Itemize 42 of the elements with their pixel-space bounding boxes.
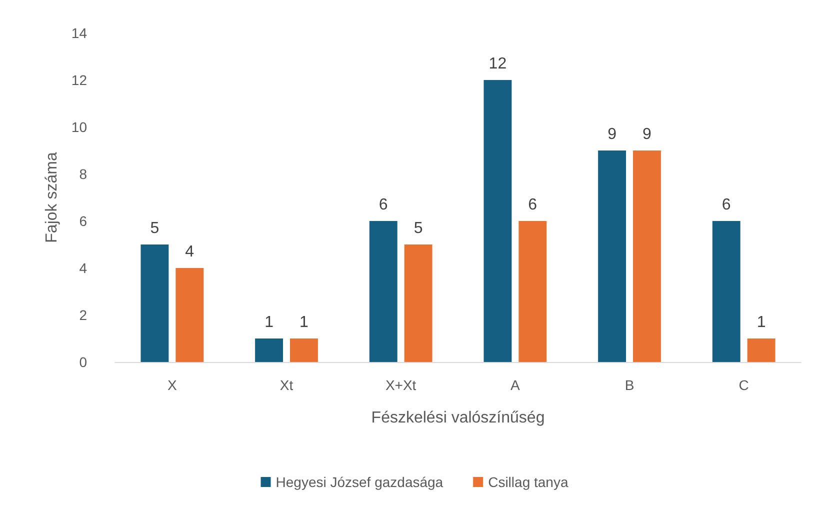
legend-label: Hegyesi József gazdasága — [276, 474, 444, 490]
bar — [404, 244, 432, 362]
y-tick-label: 2 — [79, 307, 88, 323]
data-label: 5 — [414, 220, 423, 237]
bar — [290, 338, 318, 362]
data-label: 9 — [642, 126, 652, 143]
data-label: 6 — [528, 196, 538, 214]
y-tick-label: 10 — [71, 119, 88, 135]
x-tick-label: C — [738, 377, 749, 393]
bar — [484, 80, 512, 362]
data-label: 1 — [264, 314, 274, 331]
bar — [632, 150, 661, 362]
x-tick-label: A — [510, 377, 520, 393]
x-tick-label: Xt — [280, 377, 294, 393]
x-tick-label: X+Xt — [385, 377, 416, 393]
data-label: 1 — [300, 314, 309, 331]
y-tick-label: 8 — [79, 166, 88, 182]
y-tick-label: 6 — [79, 213, 88, 229]
x-tick-label: X — [167, 377, 178, 393]
data-label: 6 — [378, 196, 388, 214]
data-label: 1 — [756, 314, 766, 331]
x-tick-label: B — [624, 377, 634, 393]
bar — [598, 150, 626, 362]
bar — [176, 268, 204, 362]
bar — [140, 244, 169, 362]
x-axis-title: Fészkelési valószínűség — [371, 410, 545, 426]
bar — [255, 338, 284, 362]
bar — [369, 221, 398, 362]
y-axis-title: Fajok száma — [44, 152, 60, 243]
y-tick-label: 4 — [79, 260, 88, 276]
data-label: 6 — [722, 196, 731, 214]
data-label: 5 — [150, 220, 160, 237]
y-tick-label: 14 — [71, 25, 88, 41]
data-label: 9 — [608, 126, 617, 143]
y-tick-label: 0 — [79, 354, 88, 370]
bar — [518, 221, 547, 362]
data-label: 12 — [488, 56, 507, 72]
y-tick-label: 12 — [71, 72, 88, 88]
data-label: 4 — [185, 244, 194, 260]
legend-label: Csillag tanya — [488, 474, 568, 490]
bar — [747, 338, 776, 362]
bar — [712, 221, 740, 362]
